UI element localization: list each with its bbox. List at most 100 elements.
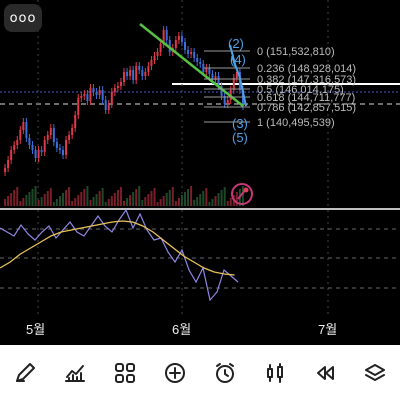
candle-body	[126, 72, 129, 76]
wave-label: (2)	[228, 36, 244, 51]
volume-bar	[113, 193, 116, 206]
candle-body	[165, 30, 168, 40]
candle-body	[190, 52, 193, 54]
volume-bar	[55, 199, 58, 206]
volume-bar	[132, 192, 135, 206]
volume-bar	[68, 187, 71, 206]
price-chart[interactable]: 0 (151,532,810) 0.236 (148,928,014)0.382 …	[0, 0, 400, 345]
candle-body	[101, 90, 104, 100]
chart-icon[interactable]	[60, 358, 90, 388]
volume-bar	[235, 192, 238, 206]
candle-body	[235, 72, 238, 78]
candle-body	[68, 135, 71, 140]
plus-circle-icon[interactable]	[160, 358, 190, 388]
fib-level-label: 0.236 (148,928,014)	[257, 63, 356, 75]
volume-bar	[168, 190, 171, 206]
volume-bar	[10, 193, 13, 206]
candles-icon[interactable]	[260, 358, 290, 388]
candle-body	[22, 122, 25, 130]
volume-bar	[37, 200, 40, 206]
candle-body	[202, 64, 205, 72]
trend-line[interactable]	[139, 23, 244, 107]
candle-body	[89, 88, 92, 101]
volume-bar	[34, 186, 37, 206]
grid-icon[interactable]	[110, 358, 140, 388]
volume-bar	[98, 191, 101, 206]
candle-body	[123, 72, 125, 82]
volume-bar	[86, 186, 89, 206]
volume-bar	[101, 188, 104, 206]
volume-bar	[205, 188, 208, 206]
volume-bar	[165, 193, 168, 206]
volume-bar	[190, 186, 193, 206]
volume-bar	[110, 196, 113, 206]
volume-bar	[74, 198, 77, 206]
layers-icon[interactable]	[360, 358, 390, 388]
volume-bar	[193, 200, 196, 206]
candle-body	[241, 90, 244, 106]
volume-bar	[141, 200, 144, 206]
fib-level-label: 0 (151,532,810)	[257, 46, 335, 58]
volume-bar	[46, 191, 49, 206]
candle-body	[65, 140, 68, 155]
candle-body	[223, 96, 226, 104]
replay-icon[interactable]	[231, 183, 253, 205]
volume-bar	[187, 189, 190, 206]
candle-body	[16, 140, 19, 145]
candle-body	[184, 42, 186, 50]
candle-body	[205, 68, 208, 72]
rsi-line	[0, 208, 239, 302]
volume-bar	[4, 199, 7, 206]
candle-body	[13, 145, 16, 150]
volume-bar	[150, 191, 153, 206]
volume-bar	[171, 187, 174, 206]
time-axis: 5월 6월 7월	[26, 322, 337, 337]
candle-body	[138, 66, 141, 70]
volume-bar	[65, 190, 68, 206]
candle-body	[34, 150, 37, 158]
candle-body	[92, 88, 95, 92]
volume-bar	[126, 198, 129, 206]
volume-bar	[159, 199, 162, 206]
candle-body	[147, 66, 150, 72]
candle-body	[10, 150, 13, 160]
volume-bar	[58, 196, 61, 206]
volume-bar	[214, 196, 217, 206]
alarm-icon[interactable]	[210, 358, 240, 388]
wave-label: (3)	[232, 116, 248, 131]
volume-bar	[19, 201, 22, 206]
candle-body	[25, 122, 28, 138]
candle-body	[217, 76, 220, 86]
volume-bar	[119, 187, 122, 206]
candle-body	[40, 150, 43, 152]
candle-body	[116, 86, 119, 88]
volume-bar	[83, 189, 86, 206]
candle-body	[232, 78, 235, 90]
fibonacci-retracement[interactable]: 0 (151,532,810) 0.236 (148,928,014)0.382 …	[204, 46, 356, 129]
candle-body	[62, 150, 64, 155]
volume-bar	[174, 201, 177, 206]
candle-body	[55, 142, 58, 148]
volume-bar	[52, 202, 55, 206]
elliott-wave-path[interactable]	[229, 44, 247, 107]
candle-body	[86, 94, 89, 101]
candle-body	[31, 145, 34, 150]
volume-bar	[31, 189, 34, 206]
more-menu-button[interactable]: ooo	[4, 4, 42, 32]
time-axis-label: 7월	[318, 322, 337, 337]
candle-body	[156, 52, 159, 56]
candle-body	[187, 50, 190, 54]
pen-icon[interactable]	[10, 358, 40, 388]
volume-series	[4, 186, 244, 206]
candle-body	[71, 128, 74, 135]
candle-body	[80, 96, 83, 98]
volume-bar	[25, 195, 28, 206]
volume-bar	[129, 195, 132, 206]
volume-bar	[138, 186, 141, 206]
volume-bar	[184, 192, 186, 206]
candle-body	[211, 74, 214, 80]
volume-bar	[107, 199, 110, 206]
rewind-icon[interactable]	[310, 358, 340, 388]
volume-bar	[220, 190, 223, 206]
candle-body	[83, 94, 86, 96]
